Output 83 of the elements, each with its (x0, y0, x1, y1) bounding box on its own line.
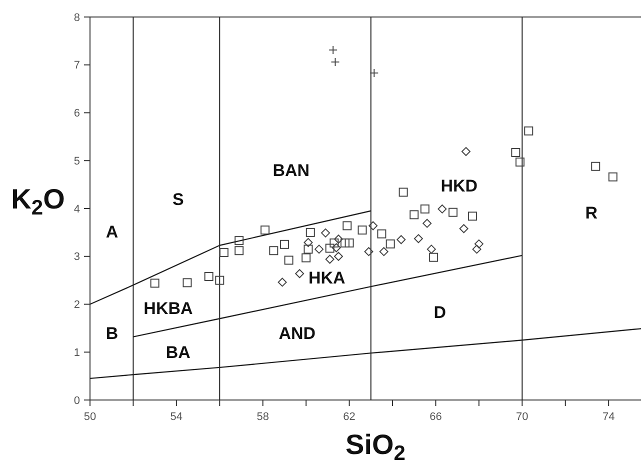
point (386, 239, 395, 248)
point (468, 212, 477, 221)
annotation: S (172, 190, 184, 209)
point (377, 229, 386, 238)
point (461, 147, 470, 156)
annotation: BAN (272, 161, 310, 180)
point (511, 148, 520, 157)
y-axis-title: K$_{2}$O (11, 184, 65, 220)
annotation: HKBA (144, 299, 193, 318)
annotation: AND (278, 324, 316, 343)
point (215, 276, 224, 285)
point (459, 224, 468, 234)
point (340, 238, 350, 248)
point (524, 126, 534, 136)
y-tick-label: 2 (74, 299, 80, 312)
point (422, 218, 432, 228)
point (269, 246, 278, 256)
point (344, 238, 354, 248)
x-axis-title: SiO$_{2}$ (346, 429, 406, 466)
point (234, 246, 244, 256)
point (438, 204, 447, 214)
y-tick-label: 4 (74, 203, 80, 216)
point (426, 244, 436, 254)
point (306, 228, 315, 237)
point (334, 252, 343, 261)
point (332, 243, 341, 252)
x-tick-label: 74 (602, 411, 615, 423)
point (342, 221, 352, 230)
point (334, 234, 343, 244)
y-tick-label: 8 (74, 12, 80, 24)
y-tick-label: 5 (74, 155, 80, 168)
point (182, 278, 192, 288)
annotation: HKD (440, 176, 478, 196)
y-tick-label: 0 (74, 394, 80, 407)
annotation: D (434, 302, 446, 322)
point (368, 221, 378, 230)
y-tick-label: 3 (74, 251, 80, 264)
annotation: A (106, 222, 118, 242)
point (295, 269, 304, 278)
point (304, 238, 313, 247)
x-tick-label: 50 (84, 411, 96, 423)
point (278, 278, 287, 287)
point (414, 234, 423, 244)
point (204, 272, 214, 281)
point (608, 172, 618, 182)
y-tick-label: 6 (74, 108, 80, 120)
y-tick-label: 1 (74, 346, 80, 359)
point (398, 188, 408, 197)
x-tick-label: 62 (343, 411, 356, 423)
point (358, 226, 367, 235)
point (396, 235, 406, 244)
point (260, 226, 270, 235)
point (420, 204, 430, 214)
point (410, 210, 419, 220)
point (474, 239, 484, 248)
point (302, 253, 311, 262)
point (591, 162, 600, 171)
point (515, 158, 524, 167)
point (150, 278, 160, 288)
x-tick-label: 54 (170, 411, 183, 423)
point (330, 238, 339, 248)
point (304, 244, 313, 254)
point (321, 228, 330, 238)
x-tick-label: 58 (256, 411, 269, 423)
point (429, 252, 438, 262)
x-tick-label: 66 (430, 411, 442, 423)
annotation: HKA (308, 268, 346, 288)
annotation: R (585, 203, 598, 222)
annotation: BA (166, 343, 190, 362)
point (219, 248, 228, 258)
point (472, 244, 482, 254)
y-tick-label: 7 (74, 60, 80, 72)
x-tick-label: 70 (516, 411, 528, 423)
point (364, 247, 374, 256)
point (234, 236, 244, 246)
point (448, 208, 458, 217)
annotation: B (106, 324, 118, 343)
point (284, 256, 294, 265)
point (325, 244, 334, 253)
point (325, 254, 334, 264)
point (280, 240, 289, 249)
point (314, 244, 324, 254)
point (379, 247, 388, 256)
